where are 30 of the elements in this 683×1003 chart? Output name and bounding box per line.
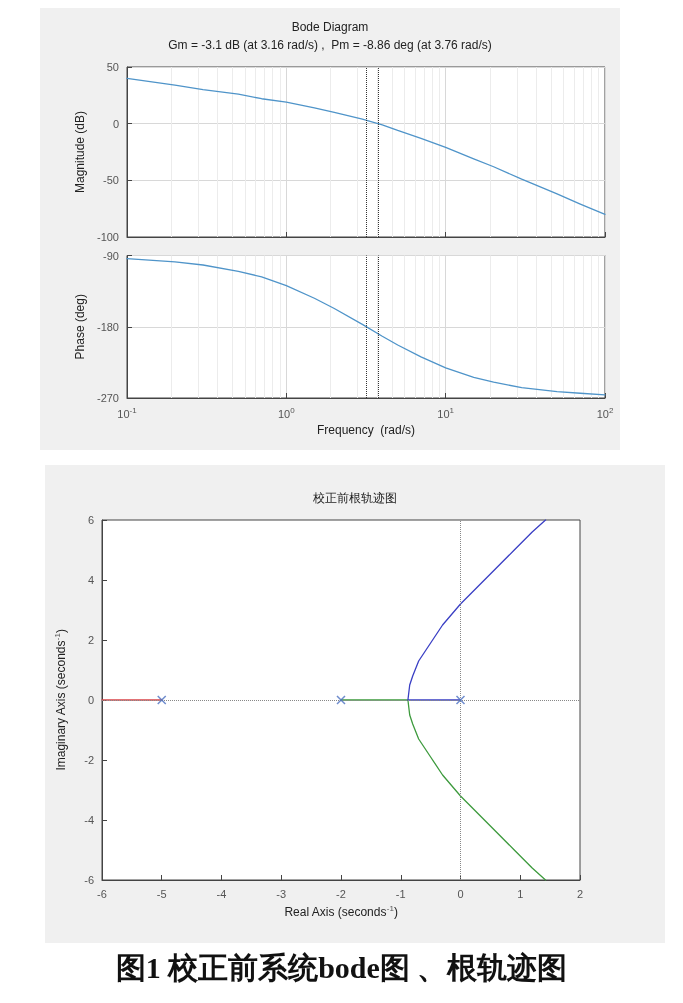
y-axis-title: Imaginary Axis (seconds-1)	[52, 629, 68, 771]
x-tick-label: -4	[216, 887, 227, 900]
x-tick-label: -5	[156, 887, 167, 900]
x-axis-title: Frequency (rad/s)	[316, 422, 416, 437]
x-tick-label: 1	[517, 887, 524, 900]
y-tick-label: 0	[112, 117, 119, 130]
y-tick-label: -90	[103, 249, 119, 262]
y-tick-label: -180	[96, 320, 119, 333]
y-tick-label: -50	[103, 174, 119, 187]
x-tick-label: 2	[576, 887, 584, 900]
y-tick-label: -6	[84, 874, 94, 886]
chart-subtitle: Gm = -3.1 dB (at 3.16 rad/s) , Pm = -8.86 deg (at 3.76 rad/s)	[168, 38, 492, 52]
x-tick-label: -1	[395, 887, 406, 900]
y-axis-title: Phase (deg)	[73, 294, 88, 360]
y-axis-title: Magnitude (dB)	[73, 110, 88, 194]
chart-title: Bode Diagram	[291, 20, 369, 34]
y-tick-label: 0	[87, 694, 94, 706]
y-tick-label: -270	[96, 392, 119, 404]
y-tick-label: 4	[87, 574, 94, 586]
x-tick-label: -3	[276, 887, 287, 900]
chart-title: 校正前根轨迹图	[312, 491, 397, 505]
y-tick-label: -4	[84, 814, 94, 826]
y-tick-label: 2	[87, 634, 94, 646]
caption: 图1 校正前系统bode图 、根轨迹图	[114, 950, 569, 986]
y-tick-label: 50	[106, 61, 119, 73]
y-tick-label: 6	[87, 514, 94, 526]
y-tick-label: -2	[84, 754, 94, 766]
y-tick-label: -100	[96, 231, 119, 243]
x-tick-label: -2	[336, 887, 346, 900]
x-tick-label: 0	[457, 887, 464, 900]
